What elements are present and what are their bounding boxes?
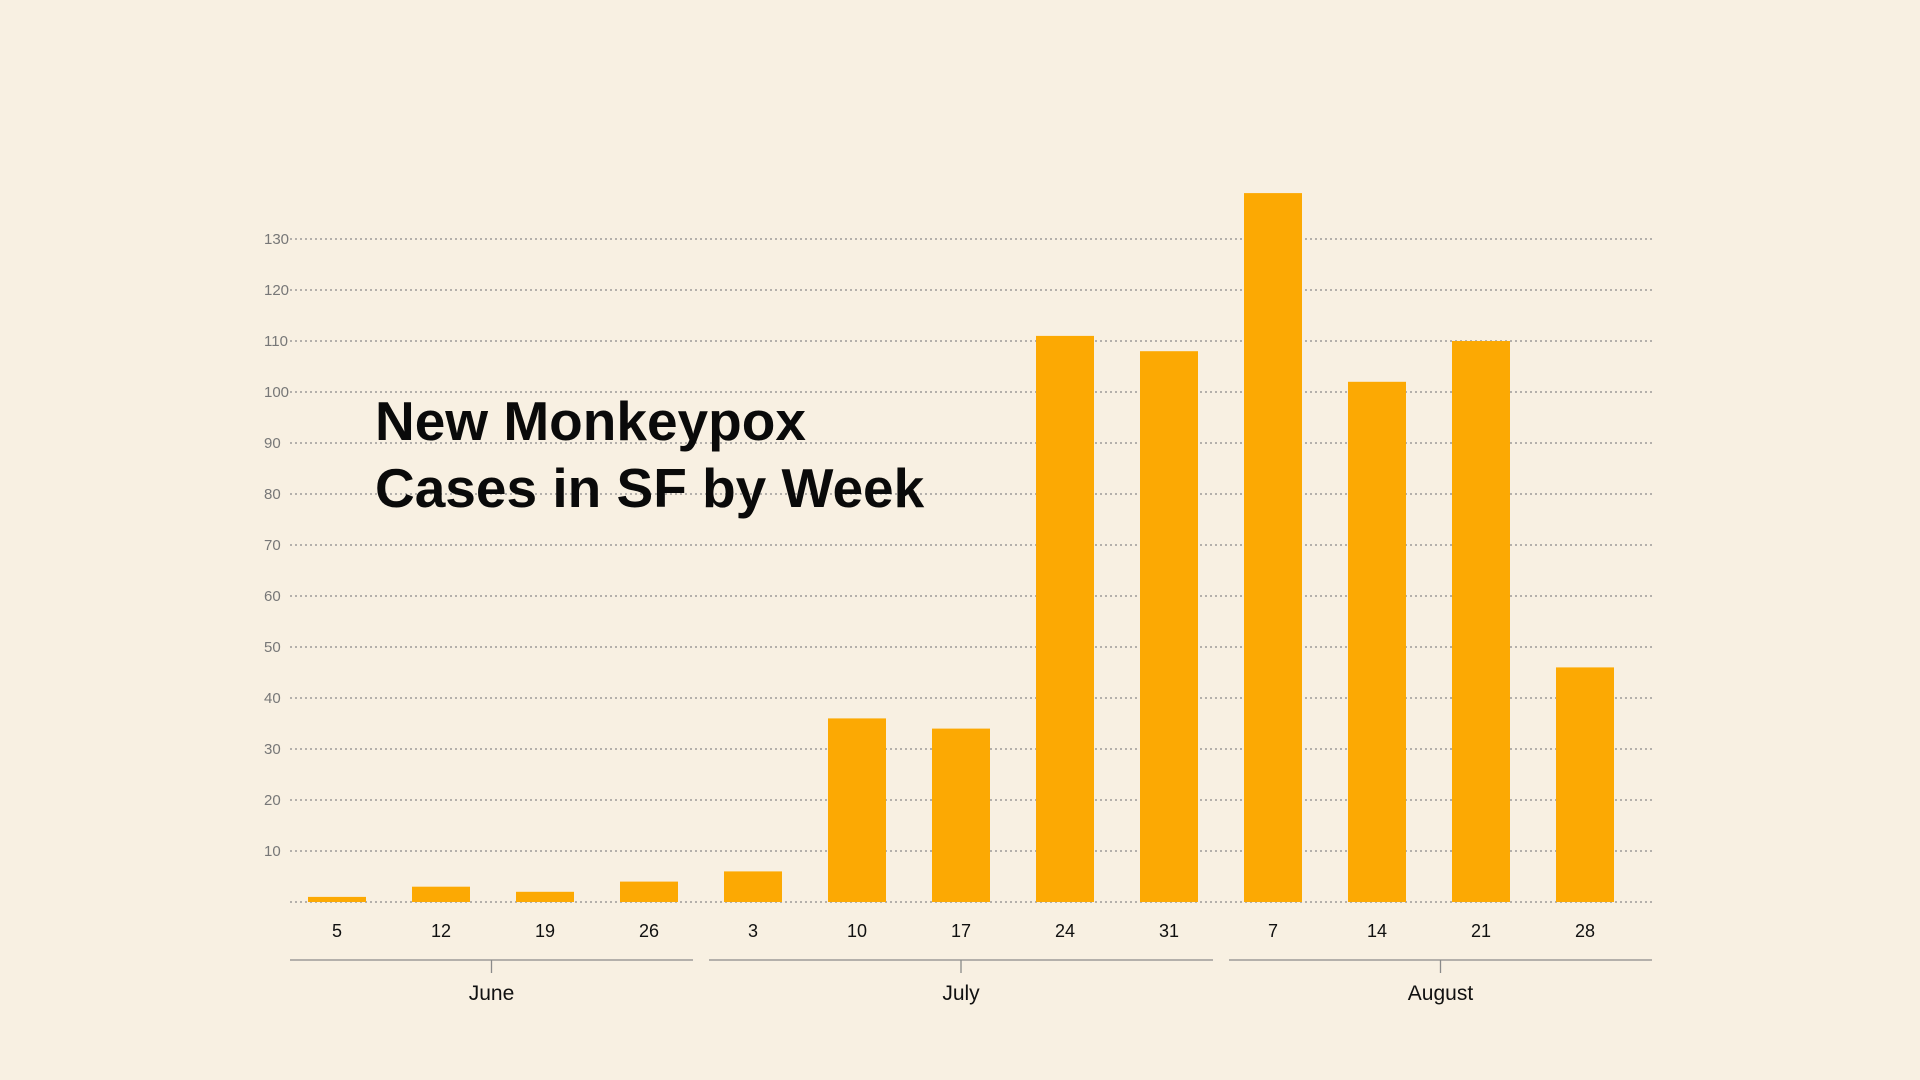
y-tick-label: 60: [264, 588, 281, 605]
chart-title-line-2: Cases in SF by Week: [375, 457, 925, 519]
y-tick-label: 100: [264, 384, 289, 401]
x-tick-label: 28: [1575, 921, 1595, 941]
y-tick-label: 70: [264, 537, 281, 554]
bar: [1452, 341, 1510, 902]
x-tick-label: 21: [1471, 921, 1491, 941]
bar: [1140, 351, 1198, 902]
x-tick-label: 7: [1268, 921, 1278, 941]
bar: [1556, 667, 1614, 902]
bar: [828, 718, 886, 902]
bars: [308, 193, 1614, 903]
gridlines: [290, 238, 1652, 903]
y-tick-label: 90: [264, 435, 281, 452]
y-tick-label: 120: [264, 282, 289, 299]
y-tick-label: 30: [264, 741, 281, 758]
y-tick-label: 80: [264, 486, 281, 503]
x-tick-label: 31: [1159, 921, 1179, 941]
x-tick-label: 17: [951, 921, 971, 941]
chart-title-line-1: New Monkeypox: [375, 390, 806, 452]
x-tick-label: 12: [431, 921, 451, 941]
month-label: June: [469, 982, 515, 1005]
month-label: August: [1408, 982, 1474, 1005]
x-axis-ticks: 5 12 19 26 3 10 17 24 31 7 14 21 28: [332, 921, 1595, 941]
bar: [308, 896, 366, 902]
bar: [1036, 335, 1094, 902]
y-axis-ticks: 10 20 30 40 50 60 70 80 90 100 110 120 130: [264, 231, 289, 860]
x-tick-label: 5: [332, 921, 342, 941]
bar: [516, 891, 574, 902]
x-tick-label: 24: [1055, 921, 1075, 941]
x-tick-label: 10: [847, 921, 867, 941]
bar: [412, 886, 470, 902]
y-tick-label: 10: [264, 843, 281, 860]
y-tick-label: 110: [264, 333, 288, 350]
month-label: July: [942, 982, 980, 1005]
x-tick-label: 14: [1367, 921, 1387, 941]
y-tick-label: 20: [264, 792, 281, 809]
x-tick-label: 19: [535, 921, 555, 941]
bar: [724, 871, 782, 902]
bar: [1348, 381, 1406, 902]
month-groups: June July August: [290, 959, 1652, 1005]
y-tick-label: 40: [264, 690, 281, 707]
bar: [1244, 193, 1302, 903]
x-tick-label: 3: [748, 921, 758, 941]
y-tick-label: 130: [264, 231, 289, 248]
y-tick-label: 50: [264, 639, 281, 656]
bar: [620, 881, 678, 902]
bar: [932, 728, 990, 902]
x-tick-label: 26: [639, 921, 659, 941]
